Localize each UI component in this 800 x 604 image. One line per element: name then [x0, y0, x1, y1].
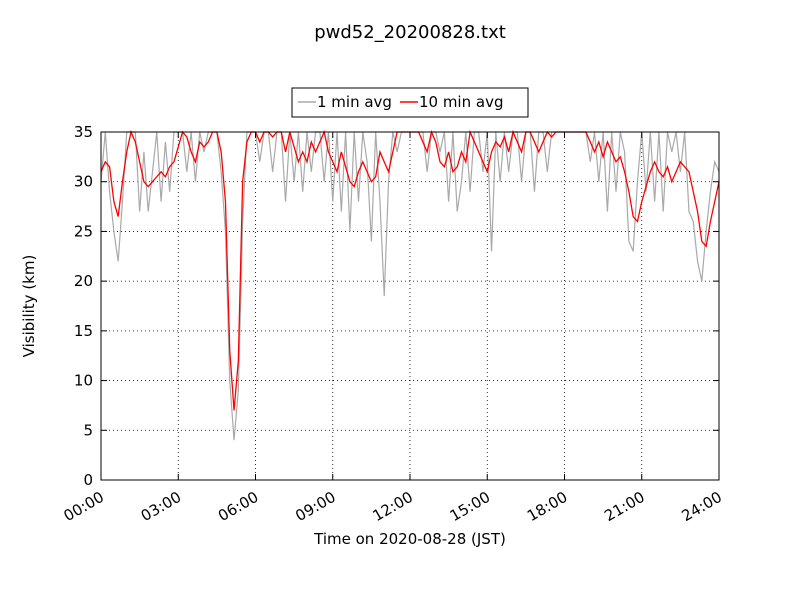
- y-tick-label: 5: [83, 421, 93, 439]
- x-tick-label: 09:00: [292, 488, 338, 525]
- legend-label: 10 min avg: [419, 93, 504, 111]
- legend-label: 1 min avg: [317, 93, 392, 111]
- y-tick-label: 30: [74, 173, 93, 191]
- x-tick-label: 24:00: [679, 488, 725, 525]
- y-tick-label: 20: [74, 272, 93, 290]
- y-tick-label: 10: [74, 372, 93, 390]
- y-tick-label: 25: [74, 222, 93, 240]
- x-tick-label: 15:00: [447, 488, 493, 525]
- x-tick-label: 21:00: [601, 488, 647, 525]
- x-tick-label: 12:00: [370, 488, 416, 525]
- y-tick-label: 15: [74, 322, 93, 340]
- y-axis-label: Visibility (km): [20, 255, 38, 358]
- y-tick-label: 0: [83, 471, 93, 489]
- x-tick-label: 18:00: [524, 488, 570, 525]
- x-tick-label: 03:00: [138, 488, 184, 525]
- x-axis-label: Time on 2020-08-28 (JST): [313, 530, 506, 548]
- plot: [100, 129, 720, 441]
- y-tick-label: 35: [74, 123, 93, 141]
- legend: 1 min avg 10 min avg: [291, 87, 529, 118]
- x-tick-label: 00:00: [61, 488, 107, 525]
- x-tick-label: 06:00: [215, 488, 261, 525]
- chart-title: pwd52_20200828.txt: [314, 22, 506, 43]
